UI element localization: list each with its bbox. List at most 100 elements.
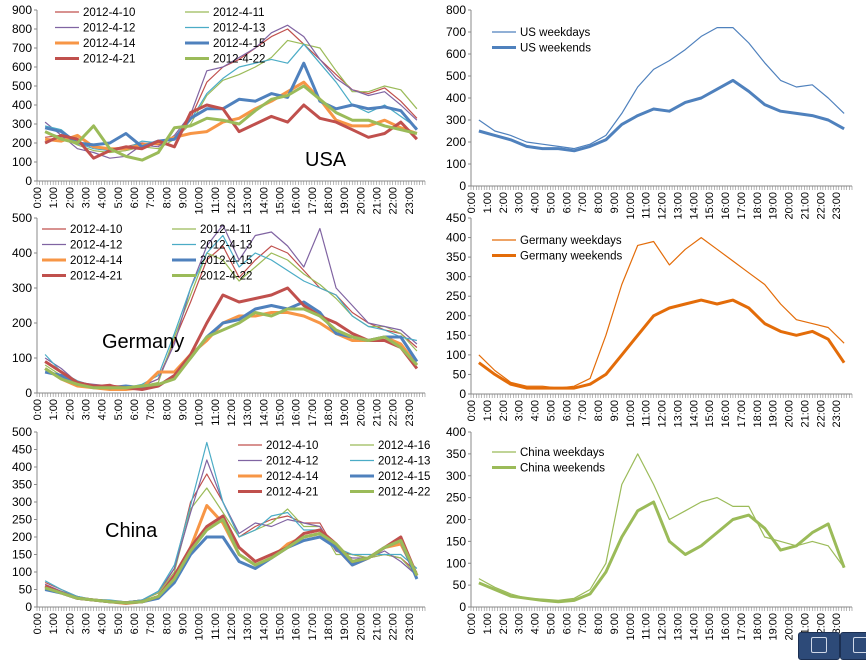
x-tick-label: 9:00 xyxy=(609,400,621,421)
y-tick-label: 50 xyxy=(453,578,467,592)
y-tick-label: 0 xyxy=(25,600,32,614)
series-line-2012-4-14 xyxy=(45,313,417,390)
legend-label: 2012-4-15 xyxy=(378,471,430,483)
x-tick-label: 13:00 xyxy=(672,400,684,428)
y-tick-label: 500 xyxy=(12,425,32,439)
x-tick-label: 22:00 xyxy=(388,399,400,427)
x-tick-label: 12:00 xyxy=(657,192,669,220)
x-tick-label: 15:00 xyxy=(704,192,716,220)
y-tick-label: 500 xyxy=(12,211,32,225)
expand-arrows-icon xyxy=(811,637,827,653)
y-tick-label: 400 xyxy=(12,460,32,474)
x-tick-label: 13:00 xyxy=(242,613,254,641)
x-tick-label: 13:00 xyxy=(672,613,684,641)
x-tick-label: 11:00 xyxy=(210,613,222,640)
x-tick-label: 21:00 xyxy=(799,192,811,220)
x-tick-label: 17:00 xyxy=(307,613,319,641)
x-tick-label: 19:00 xyxy=(768,400,780,428)
x-tick-label: 8:00 xyxy=(161,613,173,634)
y-tick-label: 350 xyxy=(12,478,32,492)
x-tick-label: 9:00 xyxy=(609,613,621,634)
x-tick-label: 0:00 xyxy=(466,192,478,213)
x-tick-label: 2:00 xyxy=(64,187,76,208)
x-tick-label: 14:00 xyxy=(258,399,270,427)
y-tick-label: 200 xyxy=(12,530,32,544)
x-tick-label: 6:00 xyxy=(129,613,141,634)
x-tick-label: 18:00 xyxy=(323,613,335,641)
x-tick-label: 23:00 xyxy=(404,613,416,641)
x-tick-label: 19:00 xyxy=(768,192,780,220)
y-tick-label: 800 xyxy=(446,3,466,17)
legend-label: 2012-4-22 xyxy=(213,54,265,66)
x-tick-label: 21:00 xyxy=(372,613,384,641)
x-tick-label: 11:00 xyxy=(641,613,653,640)
x-tick-label: 15:00 xyxy=(275,613,287,641)
y-tick-label: 300 xyxy=(12,117,32,131)
x-tick-label: 6:00 xyxy=(129,399,141,420)
x-tick-label: 0:00 xyxy=(32,399,44,420)
x-tick-label: 15:00 xyxy=(704,613,716,641)
x-tick-label: 7:00 xyxy=(145,613,157,634)
x-tick-label: 4:00 xyxy=(97,399,109,420)
x-tick-label: 20:00 xyxy=(355,399,367,427)
legend-label: 2012-4-13 xyxy=(378,456,430,468)
x-tick-label: 10:00 xyxy=(194,613,206,641)
y-tick-label: 250 xyxy=(446,491,466,505)
y-tick-label: 150 xyxy=(12,548,32,562)
legend-label: 2012-4-13 xyxy=(200,240,252,252)
legend-label: 2012-4-21 xyxy=(266,487,318,499)
x-tick-label: 0:00 xyxy=(466,400,478,421)
y-tick-label: 200 xyxy=(12,316,32,330)
legend-label: 2012-4-12 xyxy=(70,240,122,252)
edit-button[interactable] xyxy=(840,632,866,660)
chart-annotation: China xyxy=(105,520,158,542)
legend-label: 2012-4-14 xyxy=(70,255,123,267)
x-tick-label: 16:00 xyxy=(720,192,732,220)
legend-label: Germany weekends xyxy=(520,251,623,263)
x-tick-label: 19:00 xyxy=(339,187,351,215)
x-tick-label: 23:00 xyxy=(404,187,416,215)
legend-label: 2012-4-22 xyxy=(200,271,252,283)
x-tick-label: 12:00 xyxy=(226,613,238,641)
y-tick-label: 600 xyxy=(12,60,32,74)
series-line-china-weekdays xyxy=(479,454,844,601)
legend-label: China weekends xyxy=(520,463,605,475)
legend-label: 2012-4-10 xyxy=(266,440,318,452)
legend-label: 2012-4-11 xyxy=(213,7,265,19)
x-tick-label: 9:00 xyxy=(178,187,190,208)
y-tick-label: 200 xyxy=(446,135,466,149)
x-tick-label: 17:00 xyxy=(307,399,319,427)
x-tick-label: 8:00 xyxy=(593,400,605,421)
legend-label: 2012-4-14 xyxy=(83,38,136,50)
x-tick-label: 7:00 xyxy=(577,613,589,634)
y-tick-label: 200 xyxy=(446,309,466,323)
x-tick-label: 8:00 xyxy=(593,613,605,634)
fit-view-button[interactable] xyxy=(798,632,840,660)
legend-label: US weekends xyxy=(520,43,591,55)
x-tick-label: 9:00 xyxy=(178,399,190,420)
x-tick-label: 20:00 xyxy=(355,187,367,215)
legend-label: 2012-4-10 xyxy=(70,224,122,236)
x-tick-label: 4:00 xyxy=(530,400,542,421)
legend-label: 2012-4-21 xyxy=(83,54,135,66)
x-tick-label: 14:00 xyxy=(688,613,700,641)
x-tick-label: 1:00 xyxy=(48,613,60,634)
chart-annotation: Germany xyxy=(102,331,184,353)
series-line-2012-4-21 xyxy=(45,105,417,158)
x-tick-label: 14:00 xyxy=(258,613,270,641)
x-tick-label: 17:00 xyxy=(736,192,748,220)
y-tick-label: 400 xyxy=(12,246,32,260)
y-tick-label: 0 xyxy=(459,179,466,193)
legend-label: 2012-4-22 xyxy=(378,487,430,499)
y-tick-label: 300 xyxy=(12,495,32,509)
legend-label: US weekdays xyxy=(520,27,591,39)
x-tick-label: 23:00 xyxy=(831,192,843,220)
y-tick-label: 150 xyxy=(446,328,466,342)
x-tick-label: 14:00 xyxy=(258,187,270,215)
x-tick-label: 13:00 xyxy=(672,192,684,220)
